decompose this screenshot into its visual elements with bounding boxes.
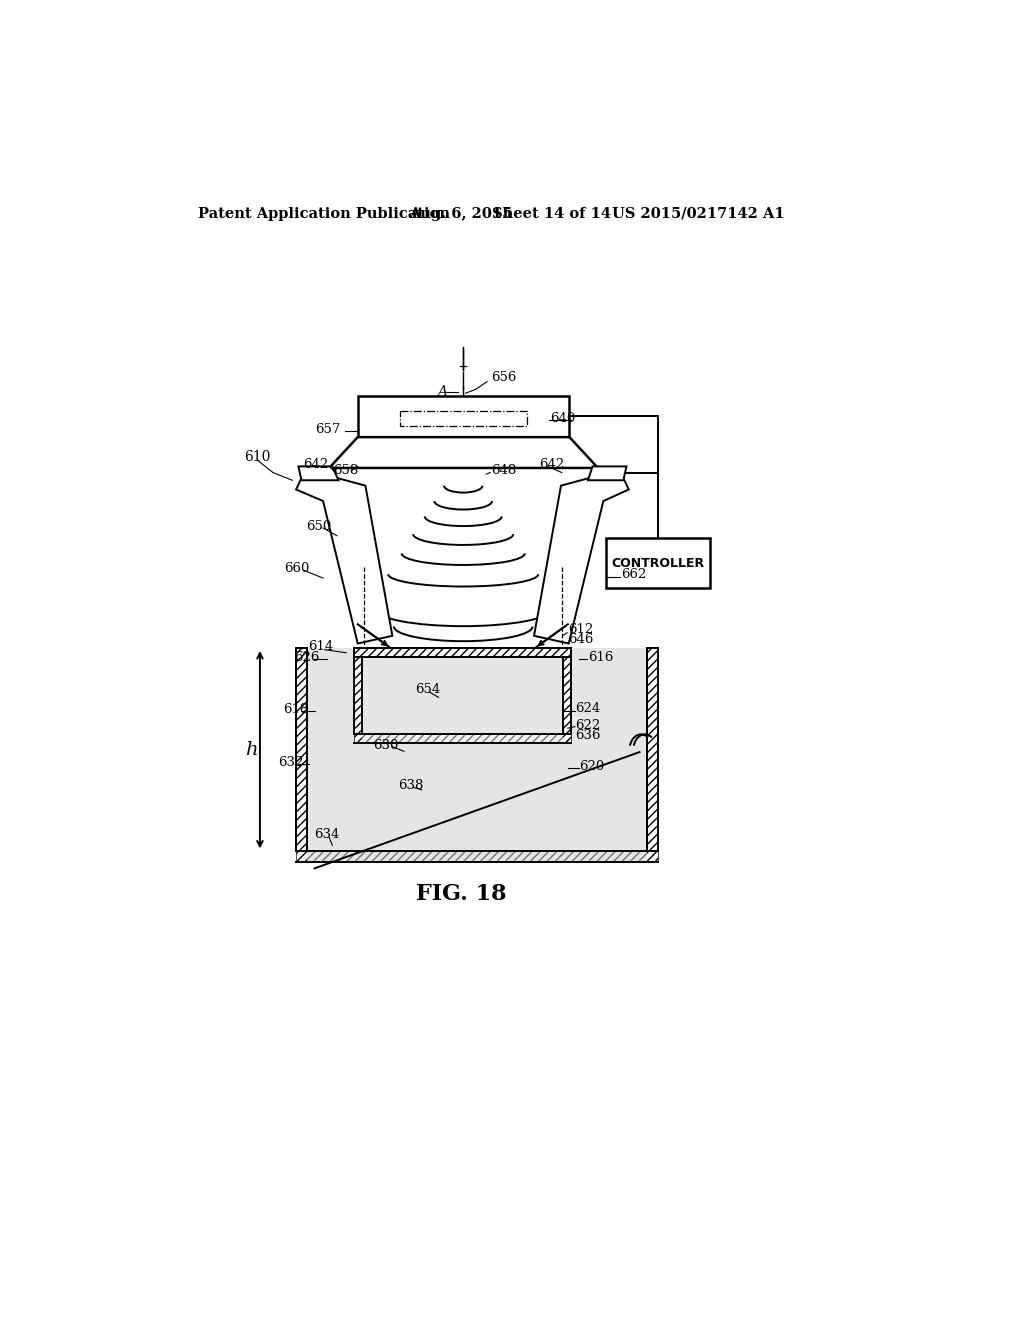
- Polygon shape: [296, 478, 392, 644]
- Polygon shape: [307, 648, 647, 862]
- Text: 662: 662: [621, 568, 646, 581]
- Polygon shape: [606, 539, 710, 589]
- Polygon shape: [298, 466, 339, 480]
- Polygon shape: [588, 466, 627, 480]
- Polygon shape: [330, 437, 598, 469]
- Text: 634: 634: [313, 828, 339, 841]
- Text: 660: 660: [285, 562, 310, 576]
- Text: Sheet 14 of 14: Sheet 14 of 14: [493, 207, 611, 220]
- Text: 656: 656: [490, 371, 516, 384]
- Text: 614: 614: [307, 640, 333, 653]
- Text: 618: 618: [283, 704, 308, 717]
- Text: 636: 636: [575, 730, 601, 742]
- Text: 630: 630: [373, 739, 398, 751]
- Text: US 2015/0217142 A1: US 2015/0217142 A1: [611, 207, 784, 220]
- Text: 646: 646: [568, 634, 593, 647]
- Text: 616: 616: [588, 651, 613, 664]
- Text: A: A: [437, 384, 447, 399]
- Text: 658: 658: [333, 463, 358, 477]
- Text: 610: 610: [245, 450, 271, 465]
- Text: 657: 657: [315, 422, 341, 436]
- Text: 642: 642: [303, 458, 329, 471]
- Text: 620: 620: [580, 760, 605, 774]
- Text: 622: 622: [575, 718, 601, 731]
- Polygon shape: [357, 396, 569, 437]
- Text: 648: 648: [490, 463, 516, 477]
- Text: FIG. 18: FIG. 18: [417, 883, 507, 904]
- Text: CONTROLLER: CONTROLLER: [611, 557, 705, 569]
- Polygon shape: [362, 656, 562, 743]
- Text: 626: 626: [295, 651, 319, 664]
- Text: 650: 650: [306, 520, 332, 533]
- Text: 642: 642: [539, 458, 564, 471]
- Text: 612: 612: [568, 623, 593, 636]
- Text: Aug. 6, 2015: Aug. 6, 2015: [410, 207, 513, 220]
- Text: h: h: [245, 741, 258, 759]
- Text: 654: 654: [416, 684, 440, 696]
- Text: 638: 638: [398, 779, 424, 792]
- Text: 640: 640: [550, 412, 575, 425]
- Polygon shape: [535, 478, 629, 644]
- Text: 624: 624: [575, 702, 601, 715]
- Text: 632: 632: [279, 756, 304, 770]
- Text: Patent Application Publication: Patent Application Publication: [199, 207, 451, 220]
